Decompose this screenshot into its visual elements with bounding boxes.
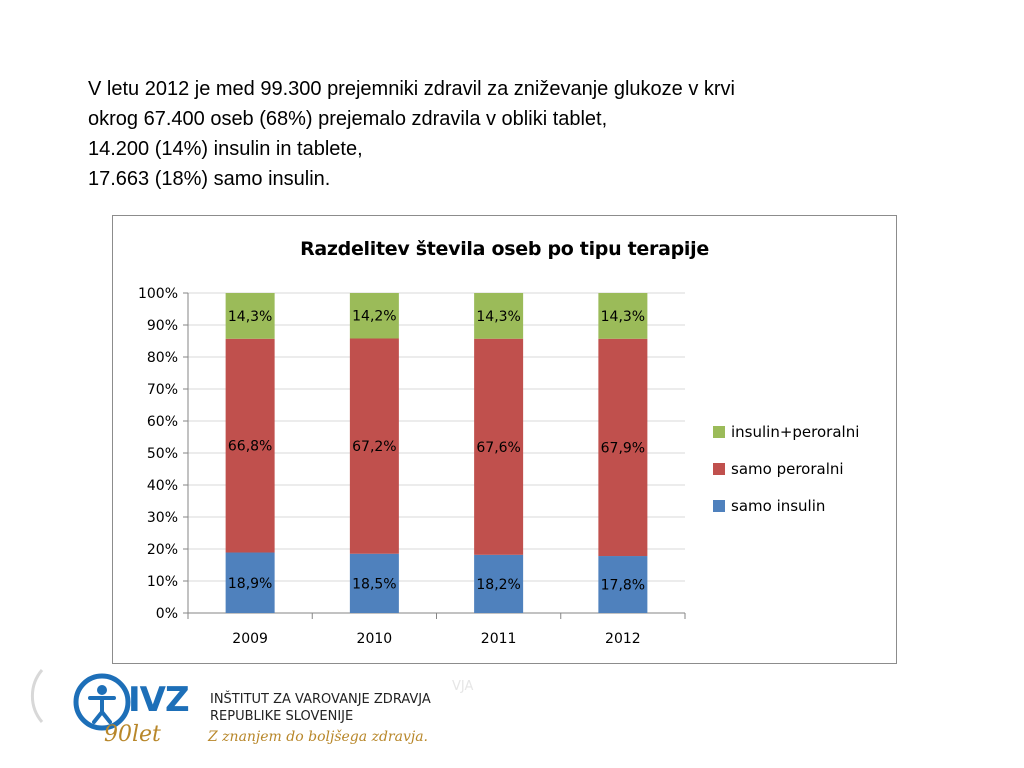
data-label: 67,6% bbox=[476, 440, 520, 456]
bar-segment bbox=[349, 553, 399, 613]
bar-segment bbox=[349, 293, 399, 339]
data-label: 18,9% bbox=[228, 576, 272, 592]
y-tick-label: 70% bbox=[147, 382, 178, 398]
y-tick-label: 40% bbox=[147, 478, 178, 494]
bar-segment bbox=[474, 554, 524, 613]
bar-segment bbox=[349, 338, 399, 554]
stacked-bar-chart: 0% 10% 20% 30% 40% 50% 60% 70% 80% 90% 100% 18,9% 66… bbox=[138, 286, 686, 647]
bar-segment bbox=[598, 556, 648, 613]
legend-swatch bbox=[713, 463, 725, 475]
y-tick-label: 80% bbox=[147, 350, 178, 366]
y-tick-label: 30% bbox=[147, 510, 178, 526]
logo-arc-icon bbox=[30, 669, 44, 723]
logo-anniversary: 90let bbox=[104, 722, 161, 747]
intro-line-2: okrog 67.400 oseb (68%) prejemalo zdravi… bbox=[88, 108, 608, 130]
x-tick-label: 2011 bbox=[481, 631, 517, 647]
ivz-logo-graphic bbox=[30, 669, 131, 731]
legend-label: insulin+peroralni bbox=[731, 423, 860, 441]
data-label: 14,3% bbox=[228, 309, 272, 325]
data-label: 66,8% bbox=[228, 439, 272, 455]
y-tick-label: 90% bbox=[147, 318, 178, 334]
bar-segment bbox=[474, 338, 524, 555]
org-name-line-1: INŠTITUT ZA VAROVANJE ZDRAVJA bbox=[210, 692, 431, 707]
data-label: 14,3% bbox=[476, 309, 520, 325]
legend-label: samo peroralni bbox=[731, 460, 844, 478]
logo-person-head-icon bbox=[97, 685, 107, 695]
chart-frame: Razdelitev števila oseb po tipu terapije… bbox=[112, 215, 897, 664]
y-tick-label: 10% bbox=[147, 574, 178, 590]
legend-item: samo insulin bbox=[713, 496, 825, 516]
x-tick-label: 2010 bbox=[357, 631, 393, 647]
y-tick-label: 60% bbox=[147, 414, 178, 430]
bar-segment bbox=[474, 293, 524, 339]
data-label: 67,9% bbox=[601, 440, 645, 456]
bar-segment bbox=[598, 293, 648, 339]
intro-text: V letu 2012 je med 99.300 prejemniki zdr… bbox=[88, 74, 968, 194]
chart-title: Razdelitev števila oseb po tipu terapije bbox=[300, 238, 709, 260]
data-label: 18,5% bbox=[352, 576, 396, 592]
data-label: 17,8% bbox=[601, 578, 645, 594]
y-tick-label: 100% bbox=[138, 286, 178, 302]
y-tick-label: 50% bbox=[147, 446, 178, 462]
intro-line-1: V letu 2012 je med 99.300 prejemniki zdr… bbox=[88, 78, 736, 100]
data-label: 18,2% bbox=[476, 577, 520, 593]
data-label: 67,2% bbox=[352, 439, 396, 455]
bar-segment bbox=[225, 338, 275, 553]
bar-segment bbox=[225, 293, 275, 339]
ghost-text: VJA bbox=[452, 679, 474, 694]
x-tick-label: 2009 bbox=[232, 631, 268, 647]
bar-segment bbox=[598, 338, 648, 557]
y-tick-label: 20% bbox=[147, 542, 178, 558]
legend-label: samo insulin bbox=[731, 497, 826, 515]
y-tick-label: 0% bbox=[156, 606, 178, 622]
data-label: 14,3% bbox=[601, 309, 645, 325]
data-label: 14,2% bbox=[352, 309, 396, 325]
legend-item: samo peroralni bbox=[713, 459, 844, 479]
org-name-line-2: REPUBLIKE SLOVENIJE bbox=[210, 709, 354, 724]
legend-swatch bbox=[713, 426, 725, 438]
legend-item: insulin+peroralni bbox=[713, 422, 859, 442]
logo-person-body-icon bbox=[88, 696, 116, 724]
legend-swatch bbox=[713, 500, 725, 512]
logo-text: IVZ bbox=[128, 680, 190, 720]
intro-line-3: 14.200 (14%) insulin in tablete, bbox=[88, 138, 363, 160]
org-slogan: Z znanjem do boljšega zdravja. bbox=[208, 729, 428, 745]
intro-line-4: 17.663 (18%) samo insulin. bbox=[88, 168, 331, 190]
bar-segment bbox=[225, 552, 275, 613]
x-tick-label: 2012 bbox=[605, 631, 641, 647]
logo-circle-icon bbox=[73, 673, 131, 731]
